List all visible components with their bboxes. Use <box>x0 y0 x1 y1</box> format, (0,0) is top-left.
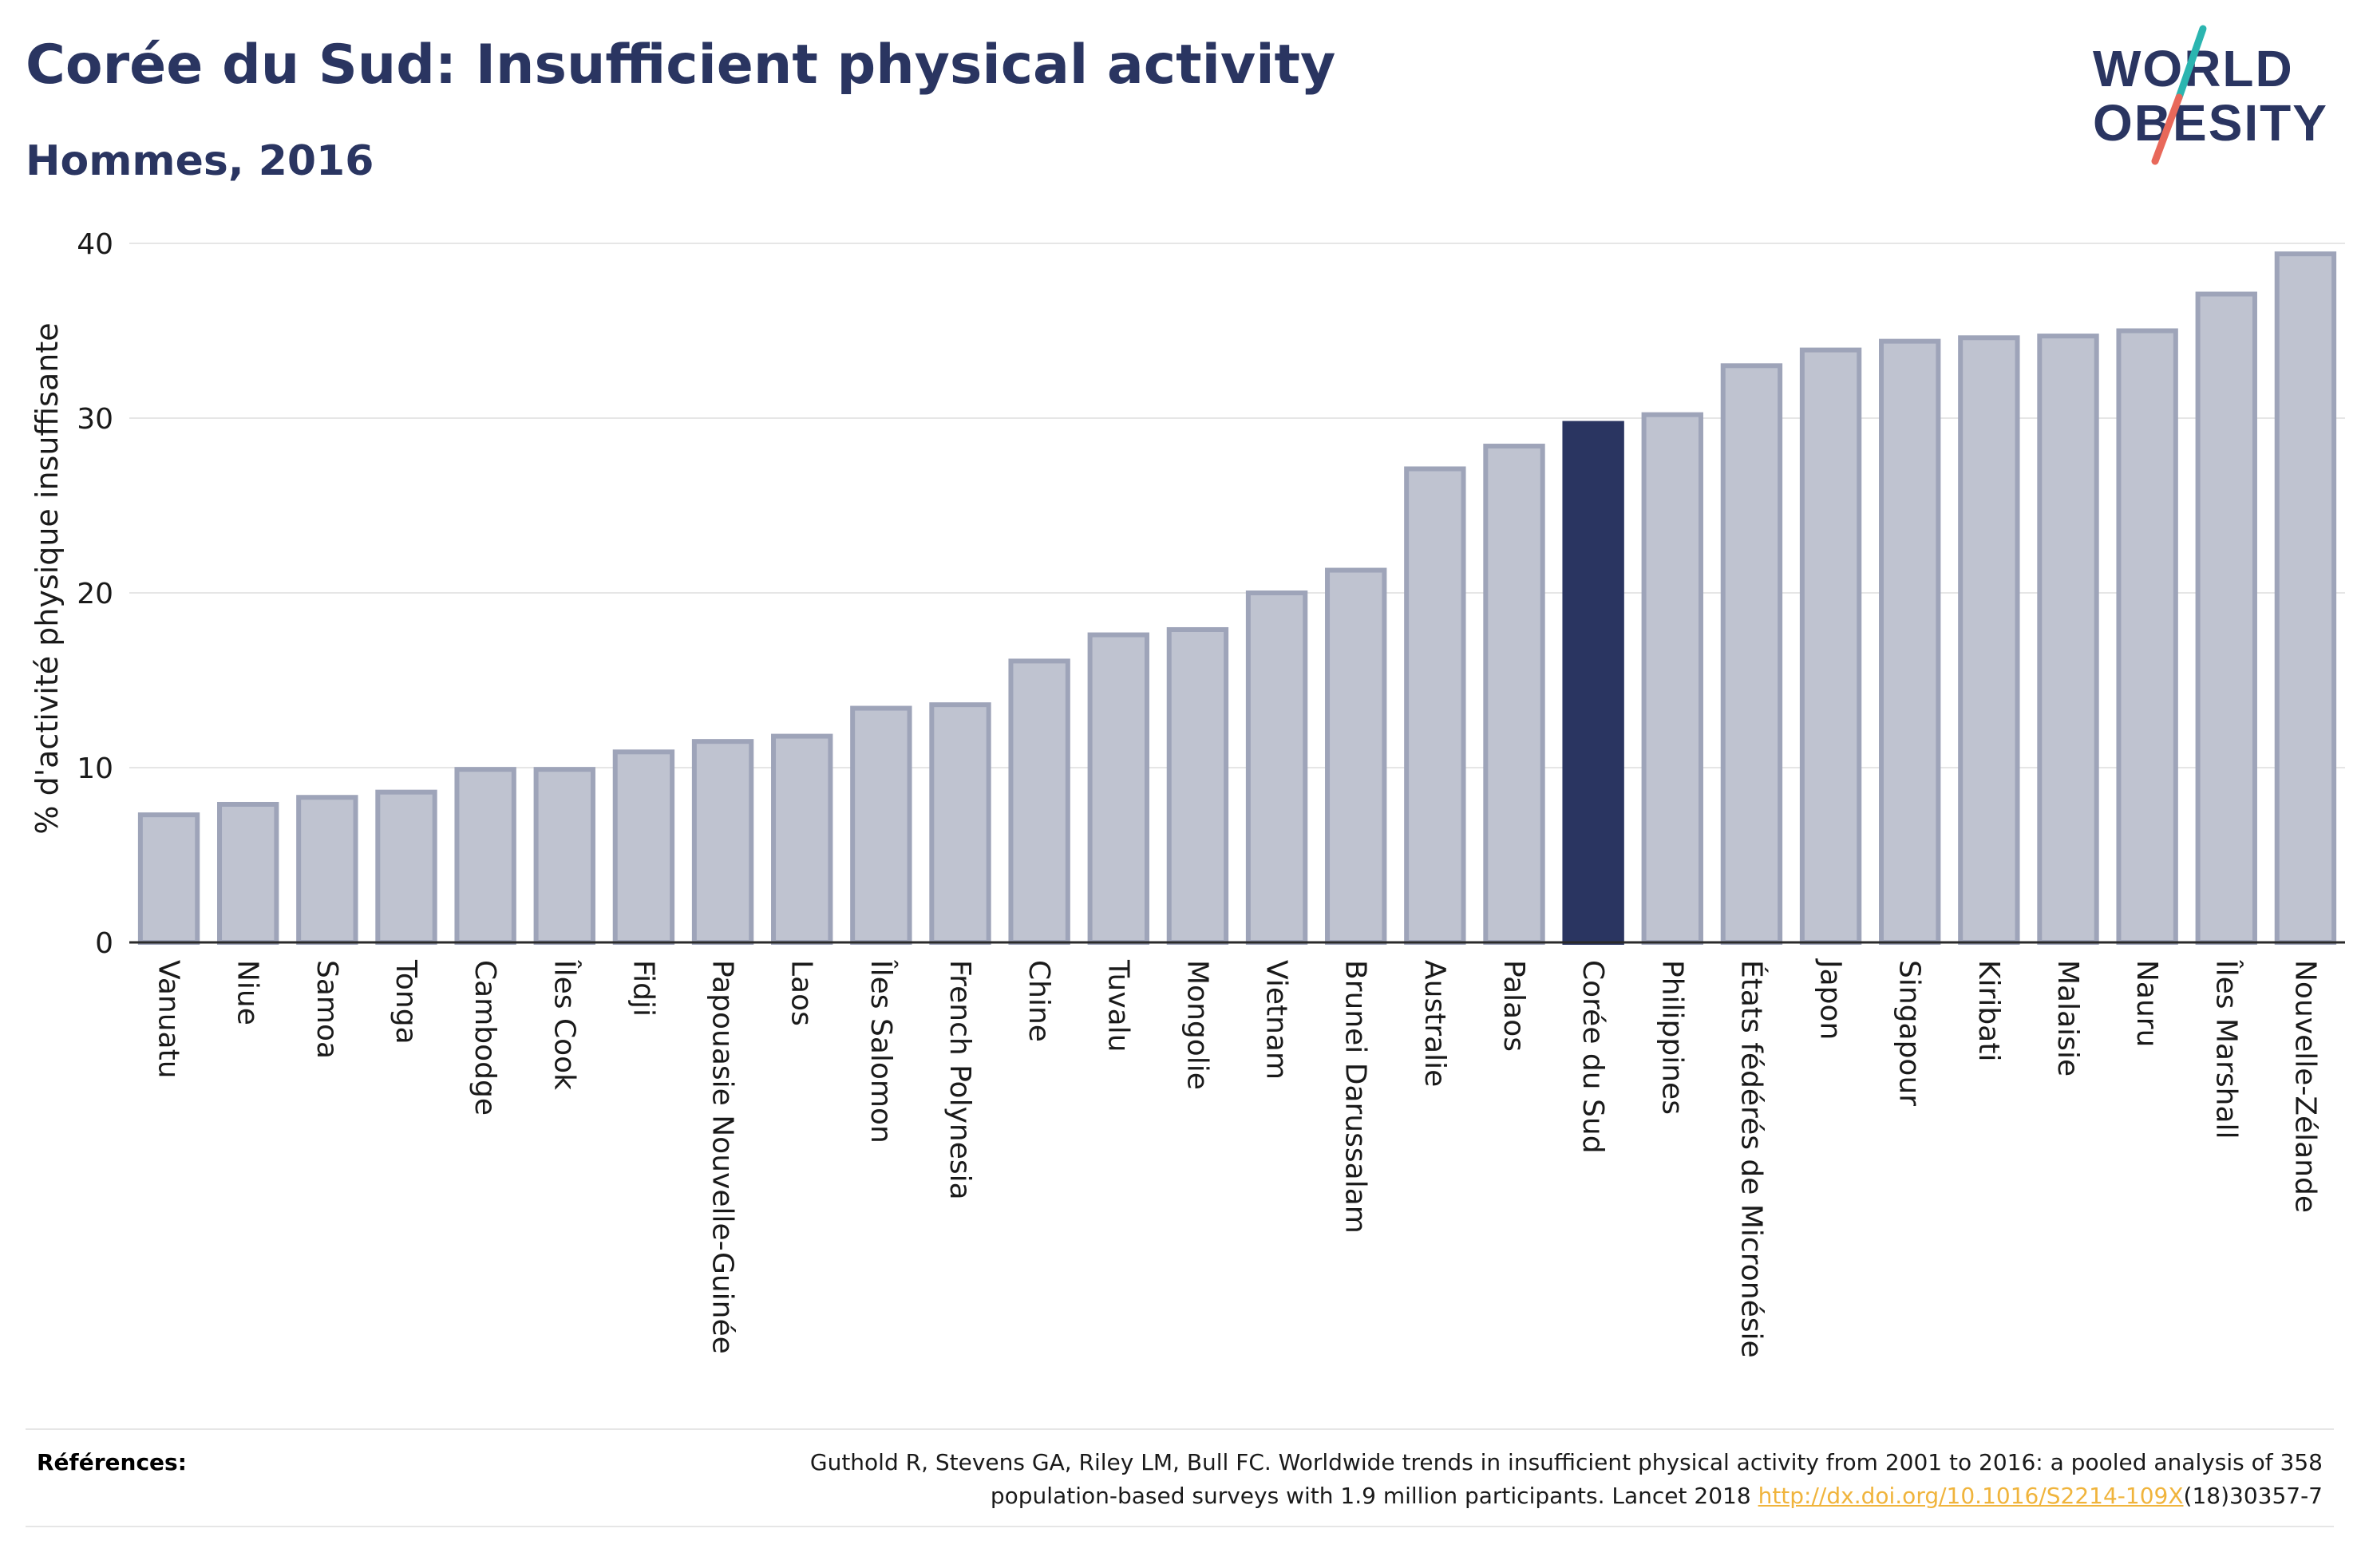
bar-vanuatu <box>137 812 200 945</box>
x-tick-label: Japon <box>1814 958 1847 1040</box>
x-tick-label: Chine <box>1022 960 1055 1042</box>
x-tick-label: Corée du Sud <box>1576 960 1609 1154</box>
x-tick-label: Îles Marshall <box>2209 959 2243 1139</box>
x-tick-label: Tonga <box>390 959 422 1045</box>
bar--tats-f-d-r-s-de-micron-sie <box>1720 363 1783 945</box>
bar-chart: 0 10 20 30 40 Vanuatu Niue Samoa Tonga Cambodge Î… <box>30 228 2345 1358</box>
y-tick-label: 40 <box>77 228 113 261</box>
bar-cor-e-du-sud <box>1562 421 1624 945</box>
bar-tonga <box>375 789 437 945</box>
references-doi-link[interactable]: http://dx.doi.org/10.1016/S2214-109X <box>1758 1483 2184 1509</box>
bar-papouasie-nouvelle-guin-e <box>691 739 754 946</box>
bar-malaisie <box>2037 334 2099 945</box>
references-line1: Guthold R, Stevens GA, Riley LM, Bull FC… <box>809 1449 2323 1475</box>
bar-tuvalu <box>1087 632 1149 945</box>
bar-singapour <box>1879 338 1941 945</box>
x-tick-label: Palaos <box>1497 960 1530 1052</box>
x-tick-label: French Polynesia <box>943 960 976 1200</box>
x-tick-label: Tuvalu <box>1101 959 1134 1053</box>
bar-brunei-darussalam <box>1325 567 1387 946</box>
y-tick-label: 0 <box>95 927 113 960</box>
y-tick-label: 20 <box>77 578 113 610</box>
y-tick-label: 30 <box>77 403 113 436</box>
bar-niue <box>217 801 279 945</box>
bar--les-cook <box>533 767 595 945</box>
x-tick-label: Vietnam <box>1260 960 1293 1080</box>
chart-subtitle: Hommes, 2016 <box>26 137 374 185</box>
bar--les-marshall <box>2195 291 2257 945</box>
chart-title: Corée du Sud: Insufficient physical acti… <box>26 34 1336 97</box>
references-section: Références: Guthold R, Stevens GA, Riley… <box>26 1428 2334 1527</box>
y-tick-label: 10 <box>77 752 113 785</box>
y-tick-labels: 0 10 20 30 40 <box>77 228 113 960</box>
logo-line2: OBESITY <box>2093 94 2328 152</box>
bar-laos <box>771 733 833 946</box>
world-obesity-logo: WORLD OBESITY <box>2093 25 2328 165</box>
bar-cambodge <box>454 767 516 945</box>
bar-nouvelle-z-lande <box>2274 251 2337 945</box>
bar-french-polynesia <box>929 702 991 945</box>
x-tick-label: Îles Cook <box>548 959 581 1090</box>
x-tick-label: Samoa <box>310 960 343 1059</box>
bar-fidji <box>612 749 675 945</box>
x-tick-label: Singapour <box>1893 960 1926 1106</box>
x-tick-label: Kiribati <box>1972 960 2005 1061</box>
x-tick-label: Laos <box>785 960 818 1026</box>
x-tick-label: Îles Salomon <box>864 959 898 1143</box>
x-tick-label: Nauru <box>2130 960 2163 1047</box>
bar--les-salomon <box>850 705 912 945</box>
x-tick-label: Nouvelle-Zélande <box>2288 960 2321 1213</box>
x-tick-label: États fédérés de Micronésie <box>1734 960 1768 1358</box>
references-line2: population-based surveys with 1.9 millio… <box>990 1483 1758 1509</box>
bars <box>137 251 2337 946</box>
logo-slash-bottom <box>2151 93 2183 165</box>
x-tick-label: Brunei Darussalam <box>1339 960 1372 1234</box>
bar-vietnam <box>1245 590 1308 945</box>
x-tick-label: Cambodge <box>469 960 501 1116</box>
bar-philippines <box>1641 412 1703 945</box>
references-suffix: (18)30357-7 <box>2183 1483 2323 1509</box>
x-tick-label: Papouasie Nouvelle-Guinée <box>706 960 739 1354</box>
bar-kiribati <box>1958 335 2020 945</box>
x-tick-label: Mongolie <box>1180 960 1213 1090</box>
x-tick-label: Fidji <box>627 960 659 1017</box>
references-label: Références: <box>37 1449 187 1475</box>
x-tick-labels: Vanuatu Niue Samoa Tonga Cambodge Îles Cook Fi… <box>152 958 2322 1358</box>
x-tick-label: Niue <box>231 960 264 1025</box>
x-tick-label: Malaisie <box>2051 960 2084 1076</box>
x-tick-label: Australie <box>1418 960 1451 1087</box>
y-axis-label: % d'activité physique insuffisante <box>30 322 65 834</box>
bar-australie <box>1404 466 1466 945</box>
references-text: Guthold R, Stevens GA, Riley LM, Bull FC… <box>487 1446 2323 1513</box>
x-tick-label: Vanuatu <box>152 960 185 1079</box>
bar-nauru <box>2116 328 2178 945</box>
bar-chine <box>1008 658 1070 945</box>
logo-slash-top <box>2175 25 2207 101</box>
bar-mongolie <box>1166 626 1229 945</box>
bar-samoa <box>296 795 358 945</box>
bar-japon <box>1799 347 1862 945</box>
bar-palaos <box>1483 444 1545 945</box>
x-tick-label: Philippines <box>1655 960 1688 1115</box>
